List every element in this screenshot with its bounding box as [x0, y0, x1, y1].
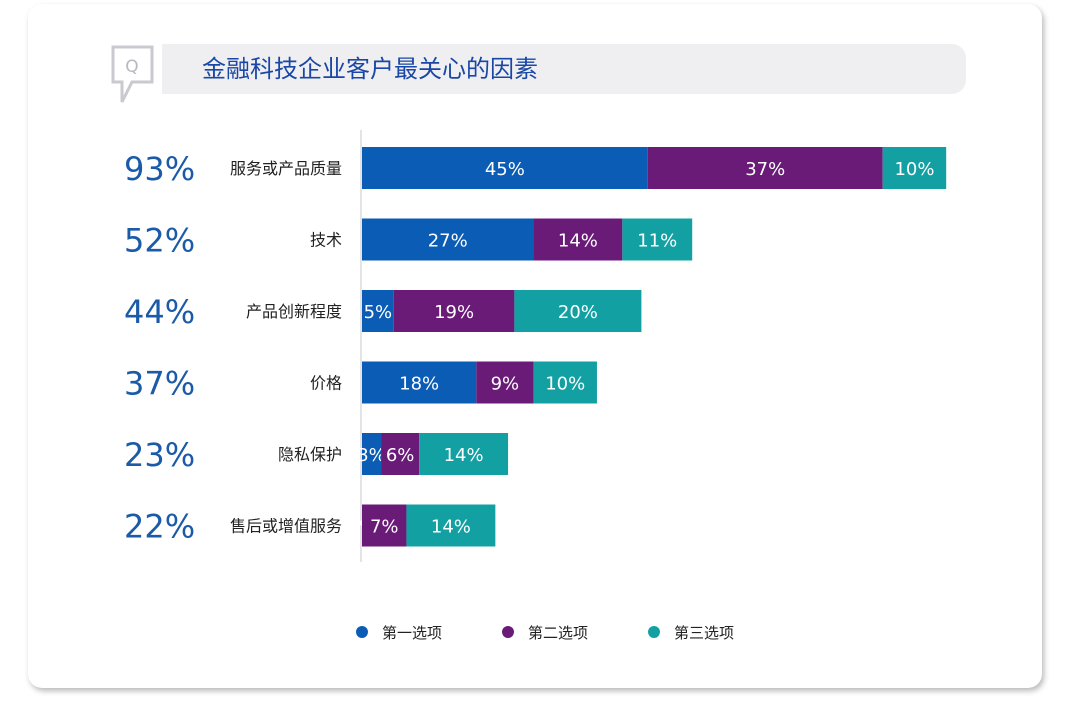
- bar-segment: [362, 218, 534, 261]
- icon-letter: Q: [125, 57, 138, 77]
- row-total-label: 23%: [124, 436, 195, 474]
- bar-data-label: 14%: [558, 231, 598, 252]
- row-total-label: 22%: [124, 508, 195, 546]
- bar-data-label: 14%: [444, 445, 484, 466]
- legend-item: 第一选项: [356, 620, 442, 644]
- bar-data-label: 11%: [637, 231, 677, 252]
- category-label: 隐私保护: [278, 445, 342, 464]
- category-label: 产品创新程度: [246, 302, 342, 321]
- legend-item: 第二选项: [502, 620, 588, 644]
- bar-segment: [476, 361, 534, 404]
- bar-data-label: 5%: [364, 302, 393, 323]
- row-total-label: 52%: [124, 222, 195, 260]
- bar-data-label: 10%: [894, 159, 934, 180]
- bar-segment: [406, 504, 496, 547]
- bar-segment: [882, 147, 947, 189]
- bar-data-label: 19%: [434, 302, 474, 323]
- legend-dot-icon: [648, 626, 660, 638]
- bar-segment: [533, 361, 597, 404]
- row-total-label: 37%: [124, 365, 195, 403]
- bar-segment: [647, 147, 883, 189]
- bar-data-label: 20%: [558, 302, 598, 323]
- speech-bubble-q-icon: Q: [111, 45, 154, 103]
- bar-data-label: 14%: [431, 517, 471, 538]
- bar-data-label: 9%: [491, 374, 520, 395]
- bar-segment: [362, 361, 477, 404]
- bar-data-label: 3%: [357, 445, 386, 466]
- bar-segment: [381, 433, 420, 475]
- category-label: 售后或增值服务: [230, 517, 342, 536]
- legend-label: 第二选项: [528, 623, 589, 642]
- bar-data-label: 6%: [386, 445, 415, 466]
- chart-card: [28, 4, 1042, 688]
- bar-segment: [419, 433, 509, 475]
- legend-label: 第三选项: [674, 623, 735, 642]
- bar-segment: [362, 147, 648, 189]
- legend-item: 第三选项: [648, 620, 734, 644]
- bar-data-label: 7%: [370, 517, 399, 538]
- bar-segment: [362, 504, 407, 547]
- bar-data-label: 27%: [428, 231, 468, 252]
- legend-dot-icon: [356, 626, 368, 638]
- bar-segment: [362, 433, 382, 475]
- bar-segment: [514, 290, 642, 332]
- chart-legend: 第一选项 第二选项 第三选项: [0, 620, 1080, 644]
- bar-segment: [622, 218, 693, 261]
- category-label: 技术: [310, 231, 342, 250]
- bar-segment: [362, 290, 394, 332]
- chart-title: 金融科技企业客户最关心的因素: [202, 55, 538, 83]
- row-total-label: 93%: [124, 150, 195, 188]
- bar-data-label: 45%: [485, 159, 525, 180]
- bar-data-label: 37%: [745, 159, 785, 180]
- title-bar: [162, 44, 966, 94]
- bar-segment: [533, 218, 623, 261]
- bar-data-label: 18%: [399, 374, 439, 395]
- bar-data-label: 10%: [545, 374, 585, 395]
- row-total-label: 44%: [124, 293, 195, 331]
- category-label: 价格: [310, 374, 342, 393]
- legend-dot-icon: [502, 626, 514, 638]
- legend-label: 第一选项: [382, 623, 443, 642]
- bar-segment: [393, 290, 515, 332]
- category-label: 服务或产品质量: [230, 159, 342, 178]
